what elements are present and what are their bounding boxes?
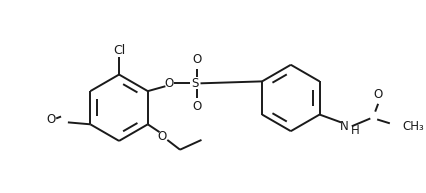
Text: S: S <box>191 77 199 90</box>
Text: H: H <box>351 124 360 137</box>
Text: O: O <box>47 113 56 126</box>
Text: O: O <box>158 130 167 142</box>
Text: O: O <box>192 100 201 113</box>
Text: Cl: Cl <box>113 44 125 57</box>
Text: CH₃: CH₃ <box>403 120 424 133</box>
Text: O: O <box>374 88 383 101</box>
Text: N: N <box>340 120 348 133</box>
Text: O: O <box>164 77 174 90</box>
Text: O: O <box>192 53 201 66</box>
